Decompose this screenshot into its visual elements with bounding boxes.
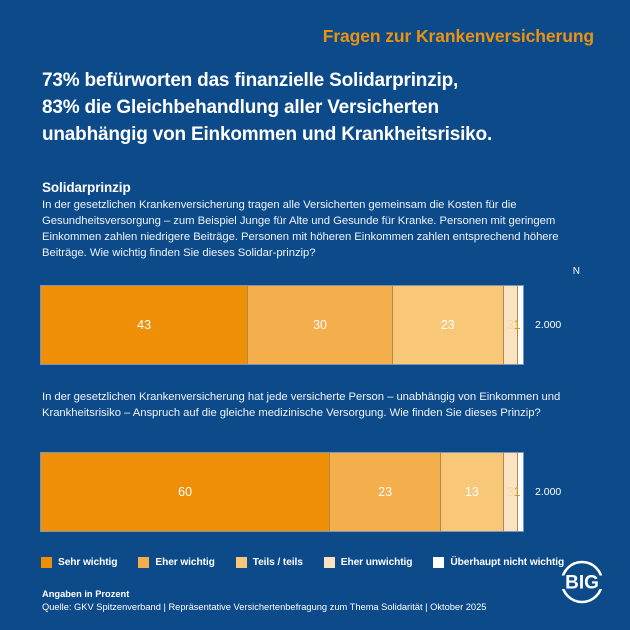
page-kicker: Fragen zur Krankenversicherung: [322, 26, 594, 46]
bar-2-segment-sehr-wichtig: 60: [41, 453, 331, 531]
legend-swatch-icon: [41, 557, 52, 568]
footer-note: Angaben in Prozent: [42, 589, 130, 599]
legend-label: Eher wichtig: [155, 557, 215, 568]
bar-1-segment-sehr-wichtig: 43: [41, 286, 249, 364]
bar-1-value-3: 3: [506, 318, 514, 332]
headline-line-1: 73% befürworten das finanzielle Solidarp…: [42, 70, 459, 91]
bar-1-value-1: 30: [313, 318, 327, 332]
bar-2-value-0: 60: [178, 485, 193, 499]
question-block-2: In der gesetzlichen Krankenversicherung …: [42, 389, 587, 421]
n-value-1: 2.000: [535, 319, 562, 331]
question-1-title: Solidarprinzip: [42, 180, 131, 195]
legend-swatch-icon: [323, 557, 335, 568]
chart-legend: Sehr wichtig Eher wichtig Teils / teils …: [41, 557, 585, 568]
bar-2-value-2: 13: [464, 485, 479, 499]
legend-item-teils-teils: Teils / teils: [235, 557, 303, 568]
bar-1-value-4: 1: [513, 318, 521, 332]
chart-2: 60 23 13 3 1: [40, 452, 524, 532]
n-value-2: 2.000: [535, 486, 562, 498]
bar-2-value-4: 1: [513, 485, 521, 499]
footer: Angaben in Prozent Quelle: GKV Spitzenve…: [42, 588, 486, 615]
legend-label: Eher unwichtig: [340, 557, 413, 568]
bar-2-segment-ueberhaupt-nicht-wichtig: 1: [514, 453, 523, 531]
legend-swatch-icon: [138, 557, 150, 568]
bar-2-value-3: 3: [506, 485, 514, 499]
legend-swatch-icon: [433, 557, 445, 568]
bar-1-value-0: 43: [137, 318, 152, 332]
bar-1-segment-eher-wichtig: 30: [248, 286, 393, 364]
legend-swatch-icon: [235, 557, 247, 568]
legend-label: Sehr wichtig: [58, 557, 118, 568]
bar-1-segment-ueberhaupt-nicht-wichtig: 1: [514, 286, 523, 364]
legend-label: Überhaupt nicht wichtig: [450, 557, 565, 568]
legend-item-eher-wichtig: Eher wichtig: [138, 557, 215, 568]
stacked-bar-2: 60 23 13 3 1: [40, 452, 524, 532]
bar-1-segment-teils-teils: 23: [392, 286, 504, 364]
headline-line-3: unabhängig von Einkommen und Krankheitsr…: [42, 123, 493, 145]
bar-2-segment-teils-teils: 13: [441, 453, 504, 531]
page-headline: 73% befürworten das finanzielle Solidarp…: [42, 68, 594, 149]
chart-1: 43 30 23 3 1: [40, 285, 524, 365]
big-logo: BIG: [556, 556, 608, 608]
bar-1-value-2: 23: [440, 318, 455, 332]
footer-source: Quelle: GKV Spitzenverband | Repräsentat…: [42, 602, 487, 613]
question-1-body: In der gesetzlichen Krankenversicherung …: [42, 199, 559, 260]
bar-2-value-1: 23: [378, 485, 393, 499]
bar-2-segment-eher-unwichtig: 3: [503, 453, 519, 531]
question-block-1: Solidarprinzip In der gesetzlichen Krank…: [42, 180, 587, 261]
n-column-header: N: [572, 266, 580, 277]
stacked-bar-1: 43 30 23 3 1: [40, 285, 524, 365]
legend-item-ueberhaupt-nicht-wichtig: Überhaupt nicht wichtig: [433, 557, 564, 568]
bar-2-segment-eher-wichtig: 23: [330, 453, 442, 531]
big-logo-icon: BIG: [559, 560, 605, 604]
bar-1-segment-eher-unwichtig: 3: [503, 286, 519, 364]
big-logo-text: BIG: [565, 573, 599, 594]
legend-item-eher-unwichtig: Eher unwichtig: [323, 557, 413, 568]
question-2-body: In der gesetzlichen Krankenversicherung …: [42, 391, 561, 420]
headline-line-2: 83% die Gleichbehandlung aller Versicher…: [42, 96, 439, 118]
legend-label: Teils / teils: [252, 557, 303, 568]
legend-item-sehr-wichtig: Sehr wichtig: [41, 557, 117, 568]
